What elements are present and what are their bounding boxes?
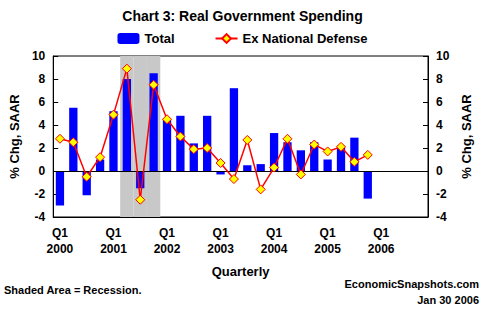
svg-text:2: 2	[436, 141, 443, 155]
svg-text:% Chg, SAAR: % Chg, SAAR	[7, 94, 22, 179]
svg-text:Q1: Q1	[320, 226, 336, 240]
svg-text:4: 4	[436, 118, 443, 132]
svg-text:4: 4	[39, 118, 46, 132]
svg-text:10: 10	[32, 49, 46, 63]
svg-text:2003: 2003	[207, 242, 234, 256]
svg-text:Q1: Q1	[373, 226, 389, 240]
svg-text:-2: -2	[436, 187, 447, 201]
svg-text:Quarterly: Quarterly	[212, 264, 271, 279]
svg-text:8: 8	[436, 72, 443, 86]
svg-text:6: 6	[436, 95, 443, 109]
svg-text:% Chg, SAAR: % Chg, SAAR	[459, 94, 474, 179]
svg-text:Chart 3: Real Government Spend: Chart 3: Real Government Spending	[122, 8, 362, 24]
svg-text:0: 0	[39, 164, 46, 178]
svg-text:Q1: Q1	[105, 226, 121, 240]
svg-text:6: 6	[39, 95, 46, 109]
svg-text:8: 8	[39, 72, 46, 86]
svg-text:2: 2	[39, 141, 46, 155]
svg-text:-4: -4	[35, 210, 46, 224]
svg-text:2000: 2000	[47, 242, 74, 256]
svg-text:Q1: Q1	[52, 226, 68, 240]
svg-text:2006: 2006	[368, 242, 395, 256]
svg-text:Q1: Q1	[213, 226, 229, 240]
svg-text:Shaded Area = Recession.: Shaded Area = Recession.	[4, 284, 141, 296]
svg-text:2005: 2005	[314, 242, 341, 256]
svg-text:Q1: Q1	[159, 226, 175, 240]
svg-text:0: 0	[436, 164, 443, 178]
svg-text:2001: 2001	[100, 242, 127, 256]
svg-text:-4: -4	[436, 210, 447, 224]
svg-text:2002: 2002	[154, 242, 181, 256]
svg-text:Total: Total	[144, 31, 174, 46]
svg-text:-2: -2	[35, 187, 46, 201]
svg-text:EconomicSnapshots.com: EconomicSnapshots.com	[345, 278, 480, 290]
svg-text:Jan 30 2006: Jan 30 2006	[417, 294, 479, 306]
svg-text:Ex National Defense: Ex National Defense	[243, 31, 368, 46]
svg-text:2004: 2004	[261, 242, 288, 256]
svg-text:Q1: Q1	[266, 226, 282, 240]
svg-text:10: 10	[436, 49, 450, 63]
